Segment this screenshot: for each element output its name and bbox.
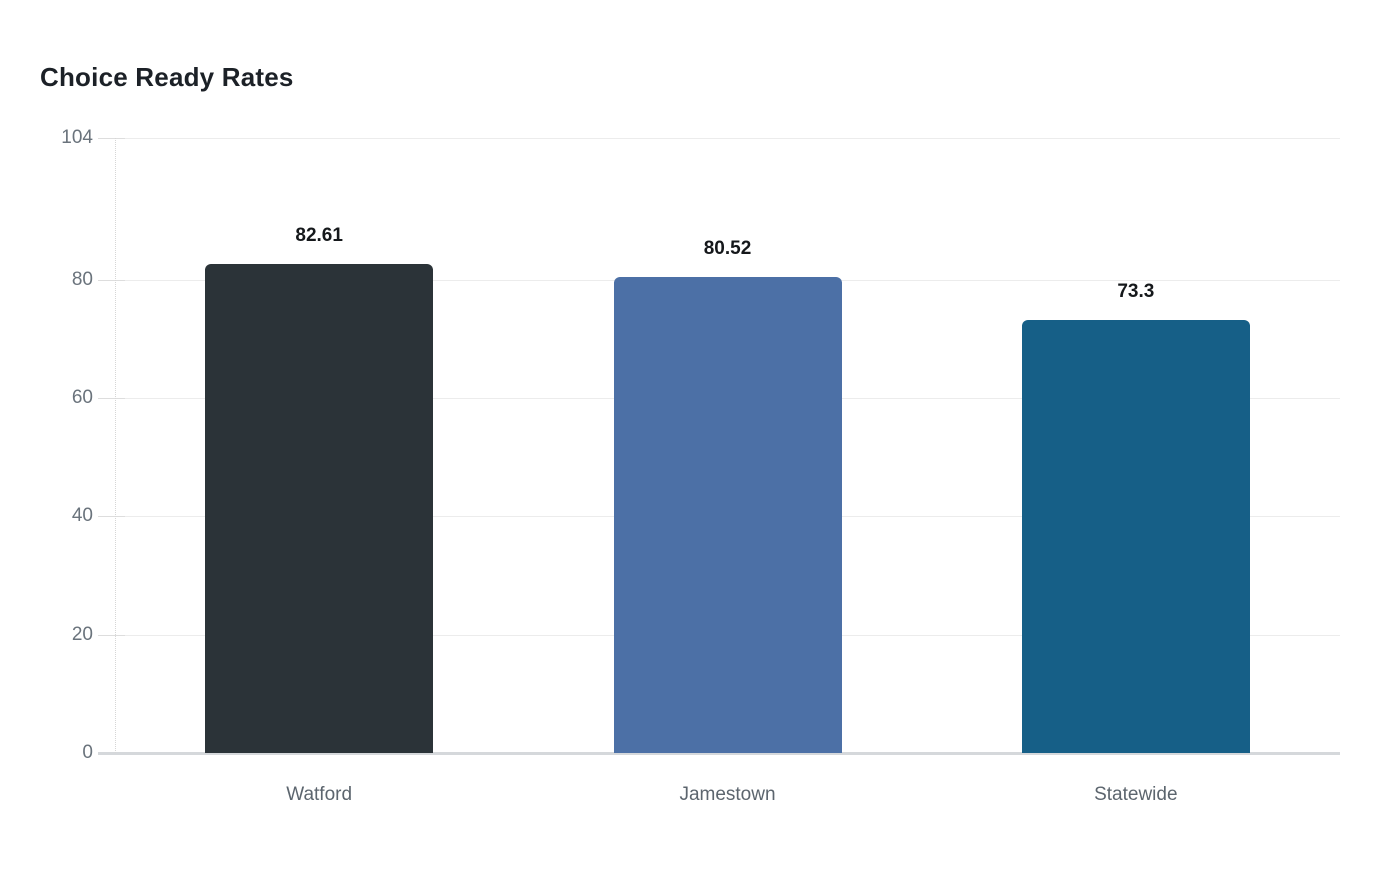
y-tick-label: 80: [71, 268, 93, 290]
y-tick-mark: [98, 634, 125, 636]
x-category-label: Statewide: [1094, 784, 1178, 805]
x-axis-baseline: [98, 752, 1340, 755]
y-axis-line: [115, 138, 116, 753]
bar-value-label: 82.61: [295, 225, 343, 247]
bar-value-label: 80.52: [703, 237, 752, 259]
y-tick-label: 0: [82, 742, 93, 763]
y-tick-label: 104: [61, 127, 93, 148]
bar-value-label: 73.3: [1117, 280, 1155, 302]
y-tick-mark: [98, 138, 125, 139]
y-tick-mark: [98, 279, 125, 281]
y-tick-label: 20: [71, 623, 93, 645]
bar-statewide[interactable]: [1021, 319, 1250, 753]
x-category-label: Watford: [286, 784, 353, 805]
bar-watford[interactable]: [205, 264, 434, 753]
y-tick-mark: [98, 398, 125, 400]
chart-title: Choice Ready Rates: [40, 62, 294, 92]
y-tick-label: 60: [71, 387, 93, 409]
bar-jamestown[interactable]: [613, 276, 842, 753]
y-tick-label: 40: [71, 505, 93, 527]
y-tick-mark: [98, 516, 125, 518]
y-gridline: [115, 138, 1340, 139]
x-category-label: Jamestown: [679, 784, 776, 805]
